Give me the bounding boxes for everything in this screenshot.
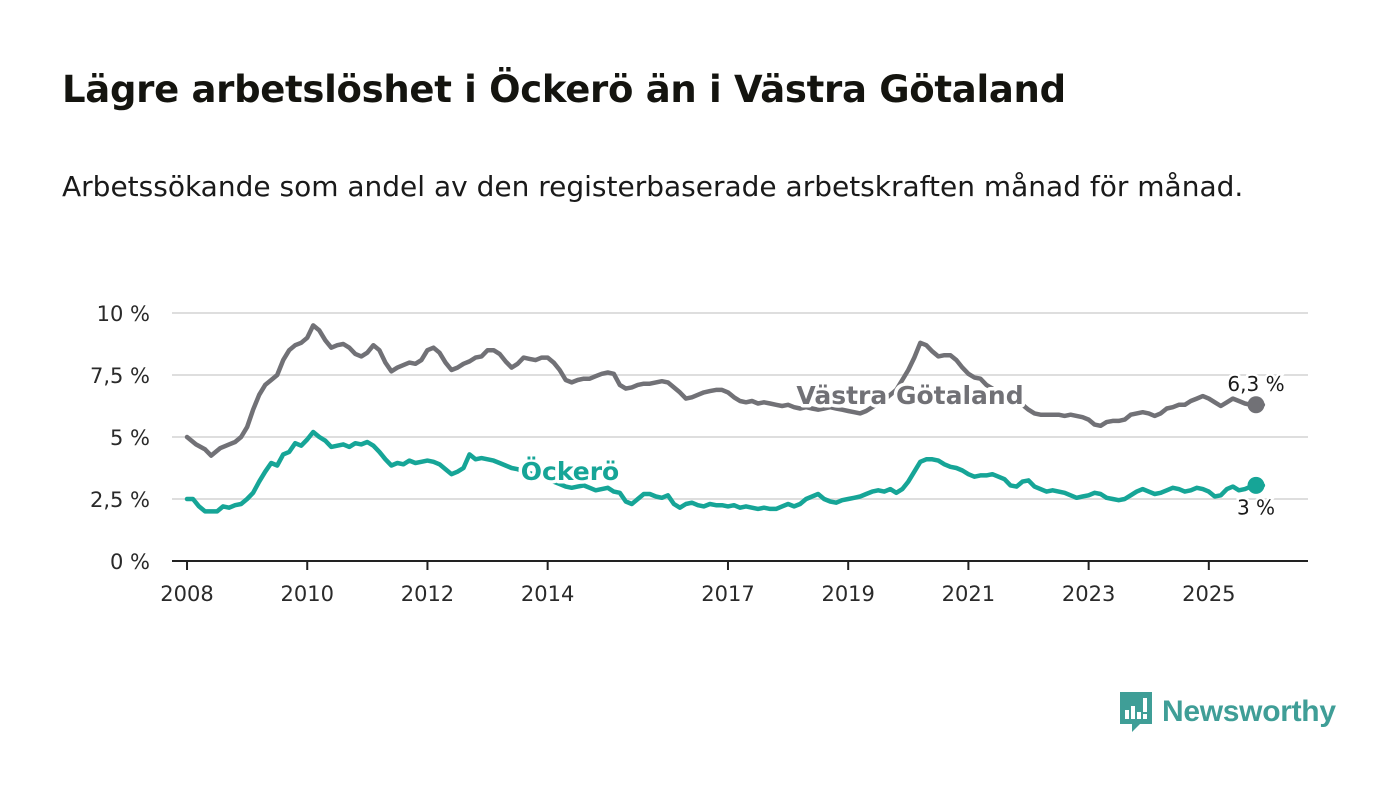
y-tick-label: 2,5 % xyxy=(90,488,150,512)
x-tick-label: 2012 xyxy=(401,582,454,606)
brand-name: Newsworthy xyxy=(1162,695,1336,728)
x-tick-label: 2023 xyxy=(1062,582,1115,606)
y-tick-label: 7,5 % xyxy=(90,364,150,388)
y-tick-label: 5 % xyxy=(110,426,150,450)
bar-chart-speech-bubble-icon xyxy=(1120,692,1152,732)
chart-title: Lägre arbetslöshet i Öckerö än i Västra … xyxy=(62,68,1066,111)
y-tick-label: 0 % xyxy=(110,550,150,574)
x-tick-label: 2010 xyxy=(281,582,334,606)
x-tick-label: 2021 xyxy=(942,582,995,606)
series-label-vastra-gotaland: Västra Götaland xyxy=(796,381,1023,410)
y-tick-label: 10 % xyxy=(97,302,150,326)
series-label-ockero: Öckerö xyxy=(521,456,620,486)
x-tick-label: 2017 xyxy=(701,582,754,606)
label-layer: Västra Götaland Öckerö 6,3 % 3 % xyxy=(517,369,1287,522)
end-label-ockero: 3 % xyxy=(1237,495,1275,519)
chart-subtitle: Arbetssökande som andel av den registerb… xyxy=(62,170,1244,203)
series-line-vastra-gotaland xyxy=(184,323,1266,458)
end-marker-vastra-gotaland xyxy=(1247,396,1265,414)
x-tick-label: 2025 xyxy=(1182,582,1235,606)
newsworthy-logo: Newsworthy xyxy=(1118,690,1336,734)
series-layer xyxy=(184,323,1266,514)
grid-layer xyxy=(172,312,1308,500)
series-line-ockero xyxy=(184,429,1266,514)
x-tick-label: 2008 xyxy=(160,582,213,606)
axis-layer: 0 % 2,5 % 5 % 7,5 % 10 % 2008 2010 2012 2014 2017… xyxy=(90,302,1308,606)
end-marker-ockero xyxy=(1247,476,1265,494)
end-label-vastra-gotaland: 6,3 % xyxy=(1227,372,1284,396)
x-tick-label: 2014 xyxy=(521,582,574,606)
x-tick-label: 2019 xyxy=(821,582,874,606)
